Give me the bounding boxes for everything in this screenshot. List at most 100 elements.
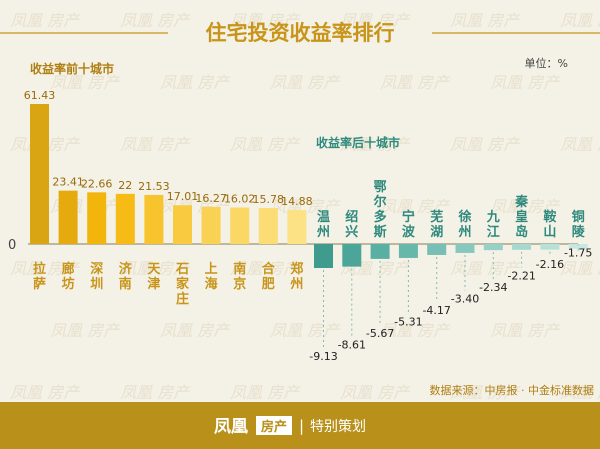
watermark-text: 凤凰 房产: [120, 135, 191, 154]
category-label-bottom: 九: [486, 210, 500, 225]
watermark-text: 凤凰 房产: [230, 135, 301, 154]
value-label-top: 17.01: [167, 190, 199, 203]
category-label-bottom: 皇: [515, 209, 528, 225]
watermark-text: 凤凰 房产: [560, 259, 600, 278]
watermark-text: 凤凰 房产: [10, 11, 81, 30]
category-label-bottom: 州: [457, 225, 471, 240]
watermark-text: 凤凰 房产: [50, 73, 121, 92]
watermark-text: 凤凰 房产: [230, 383, 301, 402]
category-label-top: 上: [205, 262, 218, 277]
value-label-top: 22.66: [81, 177, 113, 190]
bar-top-10: [287, 210, 307, 244]
watermark-text: 凤凰 房产: [160, 321, 231, 340]
category-label-bottom: 宁: [402, 209, 415, 225]
value-label-top: 14.88: [281, 195, 313, 208]
category-label-top: 深: [90, 261, 103, 277]
watermark-text: 凤凰 房产: [120, 259, 191, 278]
watermark-text: 凤凰 房产: [10, 383, 81, 402]
bar-top-5: [144, 194, 164, 244]
watermark-text: 凤凰 房产: [560, 383, 600, 402]
bar-top-1: [30, 104, 49, 244]
zero-tick-label: 0: [8, 238, 16, 253]
watermark-text: 凤凰 房产: [450, 259, 521, 278]
category-label-bottom: 斯: [374, 224, 387, 240]
watermark-text: 凤凰 房产: [160, 73, 231, 92]
category-label-bottom: 绍: [345, 209, 358, 225]
category-label-top: 南: [119, 276, 132, 292]
bar-bottom-8: [512, 244, 532, 250]
bar-top-7: [201, 206, 221, 244]
category-label-bottom: 徐: [457, 209, 471, 225]
value-label-bottom: -5.31: [394, 316, 422, 329]
watermark-text: 凤凰 房产: [560, 135, 600, 154]
value-label-bottom: -4.17: [422, 304, 450, 317]
value-label-top: 15.78: [253, 193, 285, 206]
value-label-top: 61.43: [24, 89, 56, 102]
bar-top-6: [173, 205, 192, 244]
category-label-top: 肥: [262, 276, 275, 292]
category-label-top: 津: [147, 276, 160, 292]
category-label-bottom: 湖: [430, 225, 443, 240]
value-label-top: 21.53: [138, 180, 170, 193]
watermark-text: 凤凰 房产: [450, 135, 521, 154]
category-label-bottom: 江: [487, 224, 500, 240]
watermark-text: 凤凰 房产: [450, 383, 521, 402]
bar-bottom-10: [568, 244, 588, 249]
footer-content: 凤凰 房产 | 特别策划: [214, 416, 366, 437]
value-label-top: 16.27: [195, 192, 227, 205]
category-label-bottom: 山: [543, 224, 556, 240]
watermark-text: 凤凰 房产: [10, 259, 81, 278]
value-label-bottom: -9.13: [309, 350, 337, 363]
value-label-bottom: -2.16: [536, 258, 564, 271]
category-label-bottom: 尔: [374, 194, 387, 210]
category-label-top: 坊: [62, 276, 75, 292]
watermark-text: 凤凰 房产: [230, 11, 301, 30]
category-label-top: 圳: [90, 276, 103, 292]
bar-top-9: [258, 208, 278, 244]
bottom-series-label: 收益率后十城市: [316, 135, 400, 150]
footer-brand-tag: 房产: [261, 419, 287, 435]
category-label-top: 海: [205, 276, 218, 292]
category-label-top: 天: [147, 262, 161, 277]
unit-label: 单位：%: [525, 56, 568, 70]
category-label-top: 合: [262, 261, 276, 277]
watermark-text: 凤凰 房产: [560, 11, 600, 30]
watermark-text: 凤凰 房产: [380, 321, 451, 340]
bar-bottom-4: [398, 244, 418, 258]
category-label-top: 南: [233, 261, 246, 277]
chart-title: 住宅投资收益率排行: [206, 21, 395, 45]
footer-tagline: 特别策划: [310, 418, 366, 435]
category-label-bottom: 温: [317, 210, 330, 225]
value-label-top: 22: [118, 179, 132, 192]
category-label-top: 石: [175, 262, 189, 277]
watermark-text: 凤凰 房产: [490, 73, 561, 92]
category-label-bottom: 铜: [571, 209, 585, 225]
watermark-text: 凤凰 房产: [450, 11, 521, 30]
category-label-bottom: 芜: [430, 209, 443, 225]
value-label-bottom: -2.21: [507, 270, 535, 283]
category-label-top: 拉: [33, 261, 46, 277]
watermark-text: 凤凰 房产: [380, 197, 451, 216]
category-label-top: 家: [176, 276, 190, 292]
category-label-top: 济: [119, 261, 133, 277]
bar-top-4: [115, 193, 135, 244]
category-label-bottom: 鄂: [374, 179, 387, 195]
watermark-text: 凤凰 房产: [340, 383, 411, 402]
category-label-bottom: 兴: [345, 224, 358, 240]
category-label-bottom: 陵: [572, 224, 586, 240]
footer-divider: |: [299, 417, 304, 435]
category-label-bottom: 秦: [514, 194, 529, 210]
category-label-top: 郑: [290, 261, 303, 277]
category-label-top: 萨: [33, 276, 46, 292]
value-label-top: 23.41: [52, 176, 84, 189]
bar-bottom-7: [483, 244, 503, 251]
value-label-bottom: -3.40: [451, 293, 479, 306]
watermark-text: 凤凰 房产: [490, 321, 561, 340]
bar-top-3: [87, 192, 107, 244]
category-label-bottom: 波: [402, 224, 416, 240]
category-label-bottom: 多: [374, 209, 387, 225]
bar-top-8: [230, 207, 250, 244]
watermark-text: 凤凰 房产: [340, 11, 411, 30]
footer-brand: 凤凰: [214, 417, 248, 437]
